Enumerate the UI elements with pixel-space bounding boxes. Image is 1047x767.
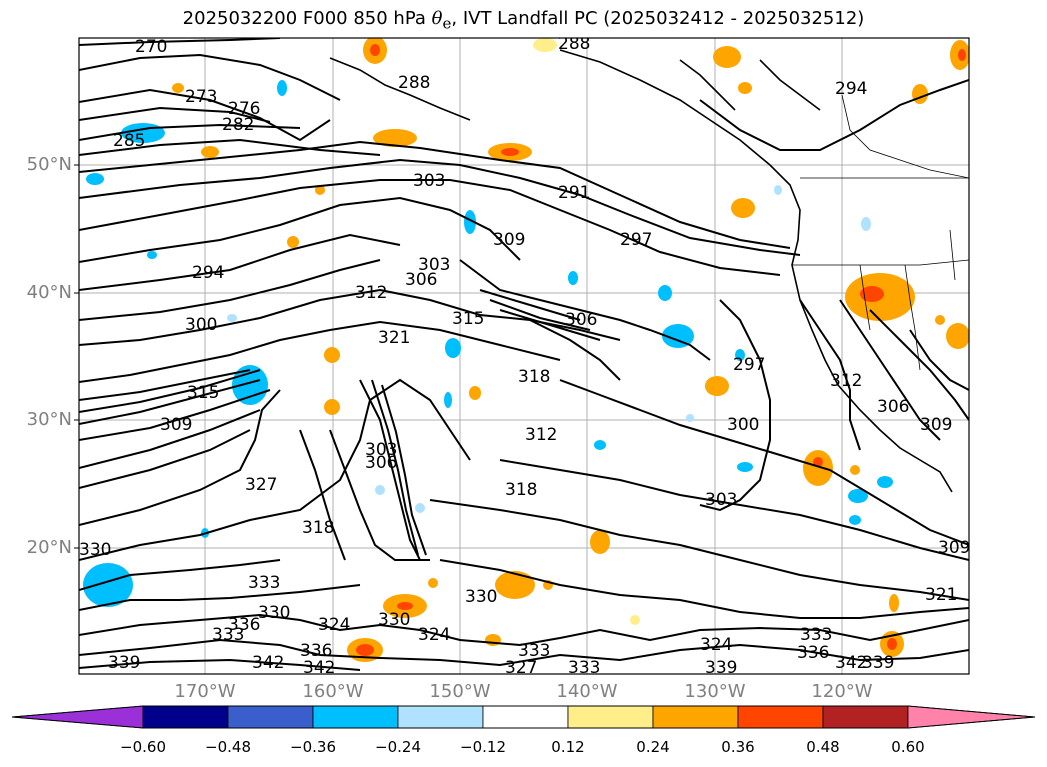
contour-label: 339 <box>705 658 737 678</box>
contour-label: 324 <box>318 615 350 635</box>
lon-label: 130°W <box>684 681 746 702</box>
contour-label: 339 <box>862 653 894 673</box>
contour-label: 327 <box>505 658 537 678</box>
lon-label: 160°W <box>302 681 364 702</box>
lat-label: 20°N <box>26 537 72 558</box>
colorbar-tick-label: 0.24 <box>636 738 670 756</box>
contour-label: 333 <box>800 625 832 645</box>
colorbar-tick-label: 0.12 <box>551 738 585 756</box>
colorbar-tick-label: −0.48 <box>205 738 251 756</box>
contour-label: 342 <box>303 658 335 678</box>
colorbar-extend-low <box>11 705 144 729</box>
contour-label: 330 <box>378 610 410 630</box>
contour-label: 309 <box>493 230 525 250</box>
positive-shading <box>172 38 969 662</box>
contour-label: 270 <box>135 37 167 57</box>
contour-label: 309 <box>160 415 192 435</box>
contour-label: 315 <box>452 309 484 329</box>
contour-label: 276 <box>228 99 260 119</box>
contour-label: 303 <box>705 490 737 510</box>
colorbar <box>11 705 1036 729</box>
contour-label: 327 <box>245 475 277 495</box>
contour-label: 285 <box>113 131 145 151</box>
contour-label: 297 <box>620 230 652 250</box>
contour-label: 303 <box>418 255 450 275</box>
negative-shading <box>83 80 893 607</box>
contour-label: 330 <box>79 540 111 560</box>
contour-label: 333 <box>518 641 550 661</box>
colorbar-extend-high <box>907 705 1036 729</box>
contour-label: 333 <box>212 625 244 645</box>
contour-label: 273 <box>185 87 217 107</box>
contour-label: 333 <box>248 573 280 593</box>
contour-label: 282 <box>222 115 254 135</box>
colorbar-tick-label: 0.48 <box>806 738 840 756</box>
contour-label: 312 <box>830 371 862 391</box>
colorbar-tick-label: −0.24 <box>375 738 421 756</box>
contour-label: 330 <box>258 603 290 623</box>
lat-label: 30°N <box>26 409 72 430</box>
contour-label: 309 <box>938 538 970 558</box>
lat-label: 40°N <box>26 282 72 303</box>
contour-label: 336 <box>300 641 332 661</box>
lon-label: 170°W <box>174 681 236 702</box>
map-title: 2025032200 F000 850 hPa θe, IVT Landfall… <box>182 8 865 33</box>
contour-label: 306 <box>405 270 437 290</box>
lat-label: 50°N <box>26 154 72 175</box>
contour-label: 321 <box>378 328 410 348</box>
contour-label: 303 <box>365 440 397 460</box>
contour-label: 303 <box>413 171 445 191</box>
contour-label: 321 <box>925 585 957 605</box>
lon-label: 140°W <box>556 681 618 702</box>
contour-label: 336 <box>797 643 829 663</box>
borders <box>792 94 969 371</box>
theta-e-contours <box>79 38 969 671</box>
contour-label: 294 <box>835 79 867 99</box>
lon-label: 120°W <box>811 681 873 702</box>
colorbar-tick-label: −0.60 <box>120 738 166 756</box>
contour-label: 309 <box>920 415 952 435</box>
colorbar-tick-label: −0.12 <box>460 738 506 756</box>
contour-label: 288 <box>558 34 590 54</box>
contour-label: 294 <box>192 263 224 283</box>
colorbar-tick-label: −0.36 <box>290 738 336 756</box>
contour-label: 318 <box>518 367 550 387</box>
contour-label: 300 <box>185 315 217 335</box>
contour-label: 336 <box>228 615 260 635</box>
contour-label: 324 <box>418 625 450 645</box>
contour-label: 324 <box>700 635 732 655</box>
contour-label: 330 <box>465 587 497 607</box>
contour-label: 312 <box>525 425 557 445</box>
contour-label: 315 <box>187 383 219 403</box>
contour-label: 318 <box>505 480 537 500</box>
contour-label: 297 <box>733 355 765 375</box>
map-frame <box>78 37 970 675</box>
colorbar-tick-label: 0.36 <box>721 738 755 756</box>
contour-label: 312 <box>355 283 387 303</box>
colorbar-tick-label: 0.60 <box>891 738 925 756</box>
contour-label: 306 <box>877 397 909 417</box>
contour-label: 318 <box>302 518 334 538</box>
lon-label: 150°W <box>429 681 491 702</box>
contour-labels: 270 273 276 282 285 288 288 291 294 294 … <box>79 34 970 678</box>
contour-label: 342 <box>835 653 867 673</box>
contour-label: 339 <box>108 653 140 673</box>
contour-label: 342 <box>252 653 284 673</box>
contour-label: 300 <box>727 415 759 435</box>
axis-ticks <box>74 164 79 549</box>
contour-label: 288 <box>398 73 430 93</box>
contour-label: 306 <box>565 310 597 330</box>
contour-label: 333 <box>568 658 600 678</box>
contour-label: 291 <box>558 183 590 203</box>
contour-label: 306 <box>365 453 397 473</box>
